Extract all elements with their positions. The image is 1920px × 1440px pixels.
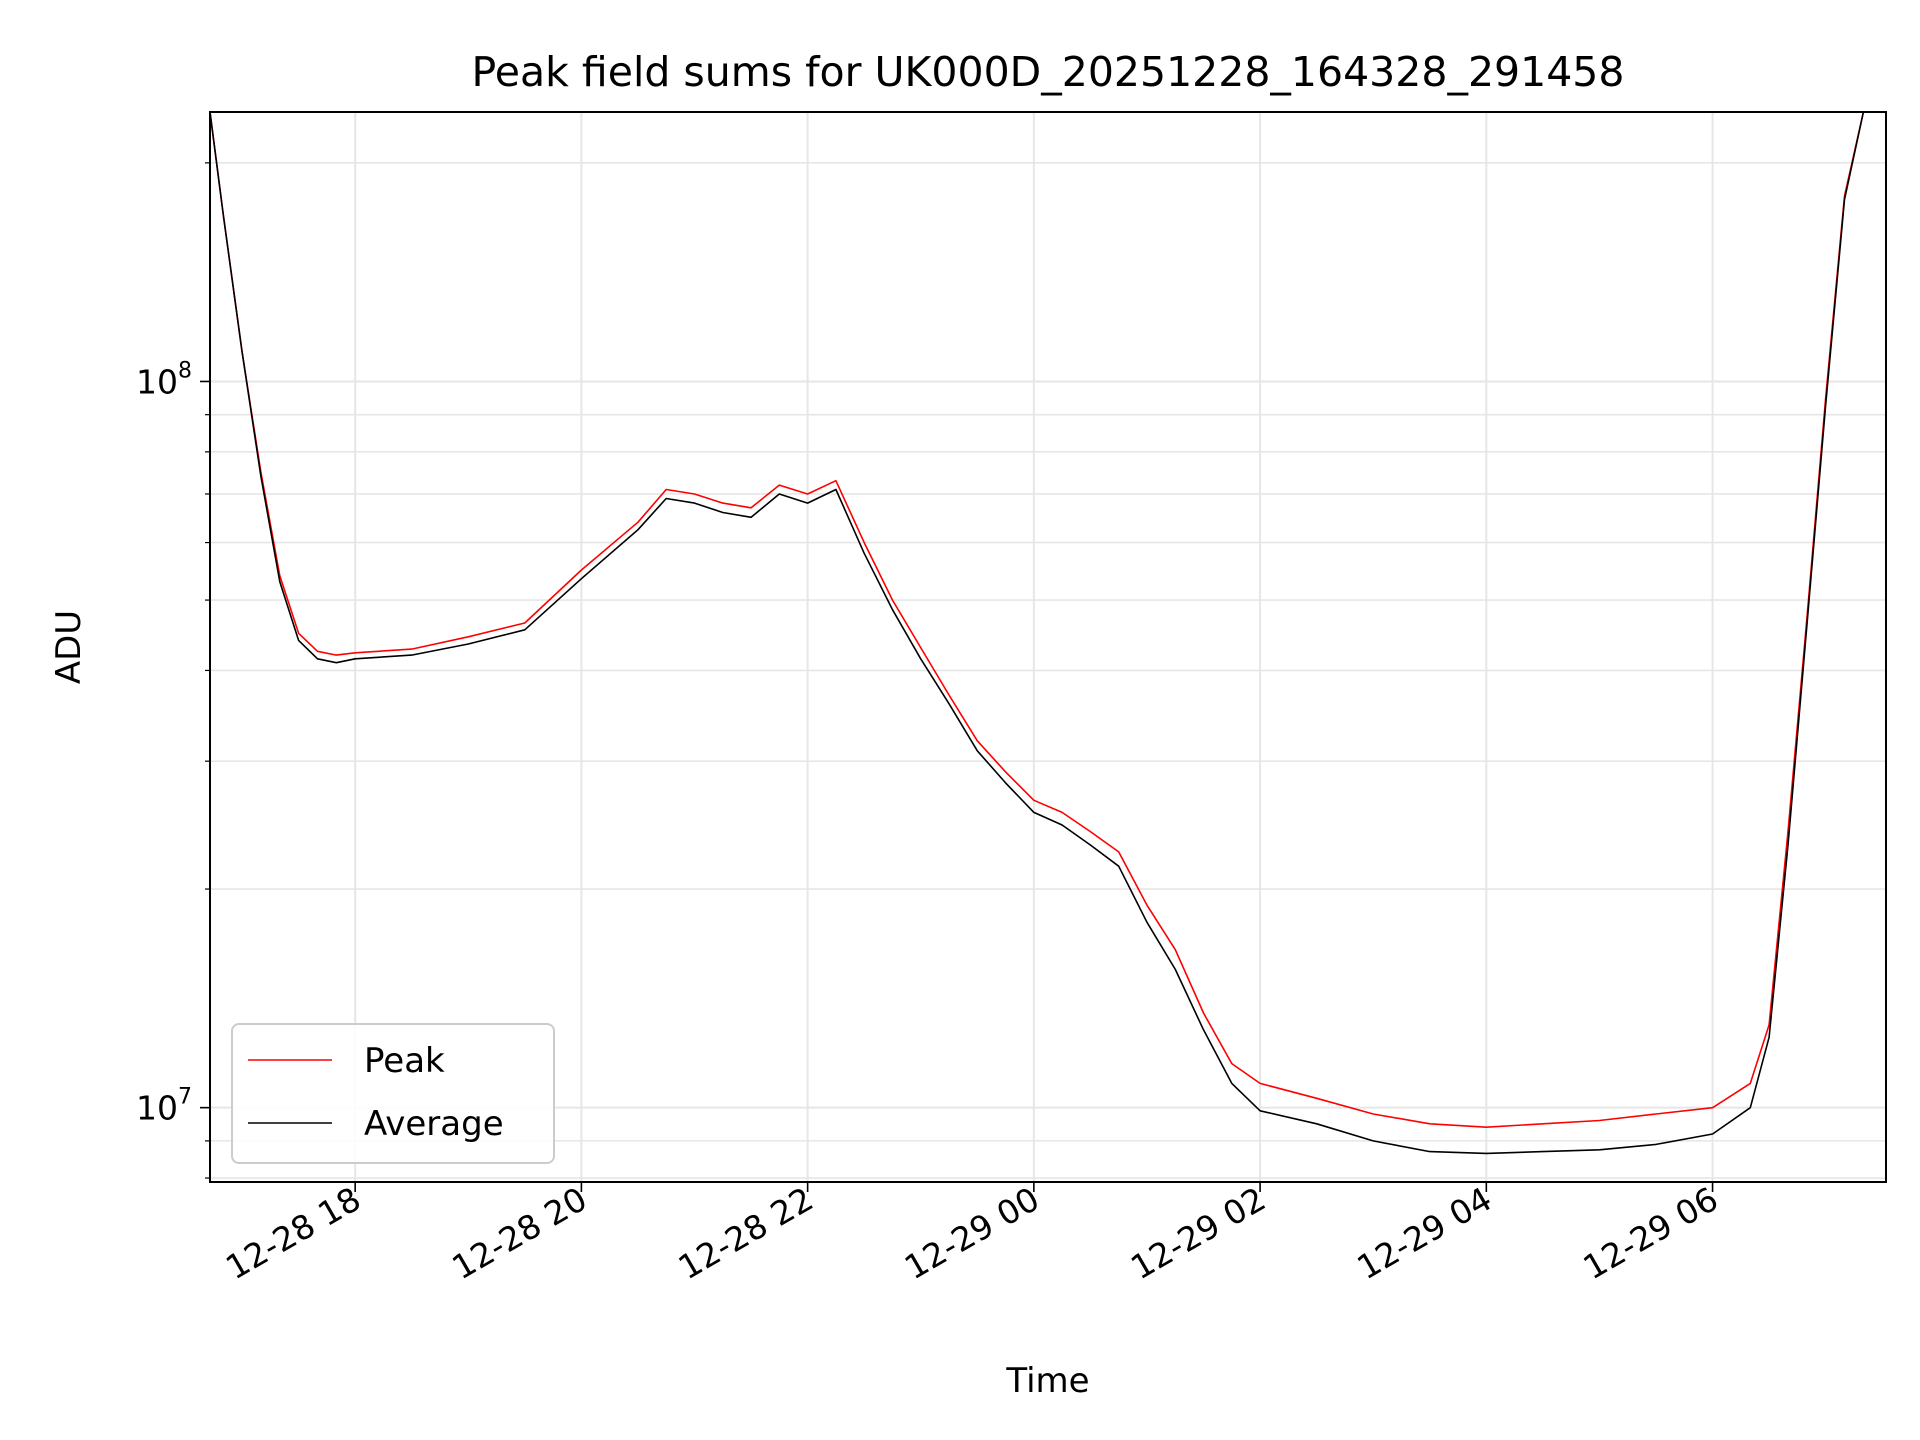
y-tick-label-base: 10 <box>136 362 178 401</box>
y-axis-label: ADU <box>49 610 89 684</box>
plot-series <box>210 112 1886 1155</box>
y-tick-label: 108 <box>136 358 192 401</box>
legend: Peak Average <box>231 1023 555 1164</box>
legend-label-peak: Peak <box>364 1041 445 1081</box>
y-tick-label-exponent: 7 <box>178 1085 192 1110</box>
plot-frame <box>209 111 1887 1183</box>
legend-box <box>231 1023 555 1164</box>
series-line-peak <box>210 112 1886 1128</box>
x-axis-label: Time <box>1005 1361 1089 1401</box>
y-tick-label-base: 10 <box>136 1089 178 1128</box>
series-line-average <box>210 112 1886 1155</box>
chart-title: Peak field sums for UK000D_20251228_1643… <box>472 48 1625 96</box>
y-tick-label-exponent: 8 <box>178 358 192 383</box>
legend-label-average: Average <box>364 1104 504 1144</box>
y-tick-label: 107 <box>136 1085 192 1128</box>
